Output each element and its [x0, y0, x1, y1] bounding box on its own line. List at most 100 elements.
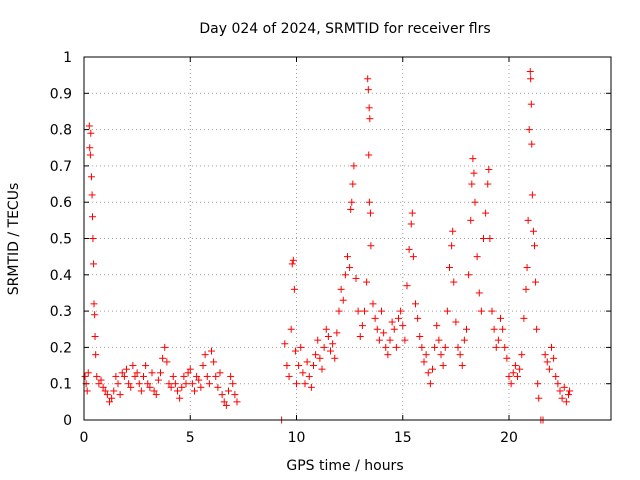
data-point: [188, 380, 196, 388]
data-point: [203, 372, 211, 380]
data-point: [337, 285, 345, 293]
data-point: [312, 351, 320, 359]
x-tick-label: 15: [394, 430, 412, 446]
data-point: [295, 362, 303, 370]
data-point: [468, 180, 476, 188]
data-point: [214, 383, 222, 391]
data-point: [84, 369, 92, 377]
data-point: [180, 372, 188, 380]
data-point: [469, 155, 477, 163]
data-point: [86, 144, 94, 152]
data-point: [369, 300, 377, 308]
data-point: [193, 372, 201, 380]
data-point: [327, 347, 334, 355]
data-point: [365, 198, 373, 206]
data-point: [473, 253, 481, 261]
data-point: [380, 329, 388, 337]
y-tick-label: 0.7: [50, 159, 72, 175]
data-point: [520, 314, 528, 322]
data-point: [514, 372, 521, 380]
axis-ticks: 00.10.20.30.40.50.60.70.80.910 5 10 15 20: [50, 50, 611, 446]
data-point: [507, 380, 515, 388]
data-point: [485, 166, 493, 174]
data-point: [106, 398, 113, 406]
data-point: [201, 351, 209, 359]
data-point: [320, 343, 328, 351]
chart-title: Day 024 of 2024, SRMTID for receiver flr…: [199, 21, 490, 37]
data-point: [186, 365, 194, 373]
data-point: [210, 358, 218, 366]
data-point: [470, 169, 478, 177]
data-point: [566, 387, 574, 395]
data-point: [465, 271, 473, 279]
data-point: [494, 336, 502, 344]
data-point: [120, 372, 128, 380]
data-point: [560, 383, 568, 391]
data-point: [161, 343, 169, 351]
data-point: [420, 358, 428, 366]
y-tick-label: 0.6: [50, 195, 72, 211]
data-point: [148, 369, 156, 377]
data-point: [364, 75, 372, 83]
data-point: [452, 318, 460, 326]
data-point: [289, 256, 297, 264]
data-point: [439, 362, 447, 370]
data-point: [405, 245, 413, 253]
data-point: [543, 358, 551, 366]
data-point: [441, 343, 449, 351]
data-point: [448, 242, 456, 250]
data-point: [335, 307, 343, 315]
data-point: [218, 391, 226, 399]
data-point: [329, 340, 337, 348]
data-point: [144, 380, 152, 388]
data-point: [505, 372, 513, 380]
data-point: [220, 398, 228, 406]
data-point: [364, 86, 372, 94]
data-point: [231, 391, 239, 399]
data-point: [167, 383, 175, 391]
data-point: [152, 391, 160, 399]
data-point: [509, 369, 517, 377]
data-point: [463, 325, 470, 333]
data-point: [154, 376, 162, 384]
data-point: [87, 129, 95, 137]
data-point: [310, 362, 317, 370]
data-point: [382, 343, 390, 351]
data-point: [484, 180, 492, 188]
data-point: [556, 387, 564, 395]
data-point: [135, 380, 143, 388]
data-point: [365, 104, 373, 112]
data-point: [227, 372, 235, 380]
data-point: [431, 343, 439, 351]
data-point: [81, 372, 89, 380]
data-point: [511, 362, 519, 370]
x-tick-label: 0: [80, 430, 89, 446]
data-point: [488, 307, 496, 315]
data-point: [89, 235, 97, 242]
data-point: [142, 362, 150, 370]
y-tick-label: 0.4: [50, 268, 72, 284]
data-point: [395, 314, 402, 322]
y-tick-label: 0: [63, 413, 72, 429]
data-point: [522, 285, 530, 293]
data-point: [285, 372, 293, 380]
data-point: [171, 380, 179, 388]
data-point: [112, 372, 120, 380]
data-point: [467, 216, 475, 224]
data-point: [349, 180, 357, 188]
data-point: [503, 354, 511, 362]
data-point: [83, 387, 91, 395]
data-point: [114, 380, 122, 388]
data-point: [497, 314, 504, 322]
data-point: [90, 300, 98, 308]
data-point: [429, 365, 436, 373]
data-point: [534, 380, 542, 388]
data-point: [399, 322, 407, 330]
data-point: [137, 387, 145, 395]
data-point: [531, 242, 538, 250]
data-point: [291, 347, 299, 355]
data-point: [212, 372, 220, 380]
data-point: [373, 325, 381, 333]
x-axis-label: GPS time / hours: [286, 458, 403, 474]
data-point: [182, 380, 190, 388]
